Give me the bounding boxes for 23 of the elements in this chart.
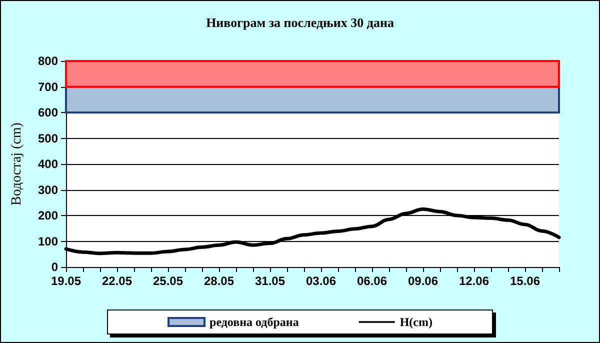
y-tick-label: 700 [38, 80, 58, 94]
x-tick-label: 09.06 [408, 274, 438, 288]
x-tick-label: 03.06 [306, 274, 336, 288]
y-tick-label: 200 [38, 208, 58, 222]
x-tick-label: 25.05 [152, 274, 184, 288]
x-tick-label: 15.06 [510, 274, 540, 288]
y-tick-label: 800 [38, 54, 58, 68]
x-tick-label: 06.06 [356, 274, 388, 288]
legend-label: H(cm) [400, 315, 432, 329]
y-tick-label: 600 [38, 106, 58, 120]
y-tick-label: 300 [38, 182, 58, 197]
x-tick-label: 31.05 [254, 274, 286, 288]
legend-label: редовна одбрана [210, 315, 299, 329]
x-tick-label: 22.05 [102, 274, 132, 288]
y-tick-label: 100 [38, 234, 58, 248]
y-tick-label: 0 [51, 260, 58, 274]
x-tick-label: 19.05 [50, 274, 82, 288]
y-tick-label: 500 [38, 131, 58, 146]
x-tick-label: 12.06 [458, 274, 490, 288]
y-tick-label: 400 [38, 157, 58, 171]
x-tick-label: 28.05 [204, 274, 234, 288]
chart-title: Нивограм за последњих 30 дана [206, 15, 394, 30]
y-axis-title: Водостај (cm) [10, 122, 24, 206]
